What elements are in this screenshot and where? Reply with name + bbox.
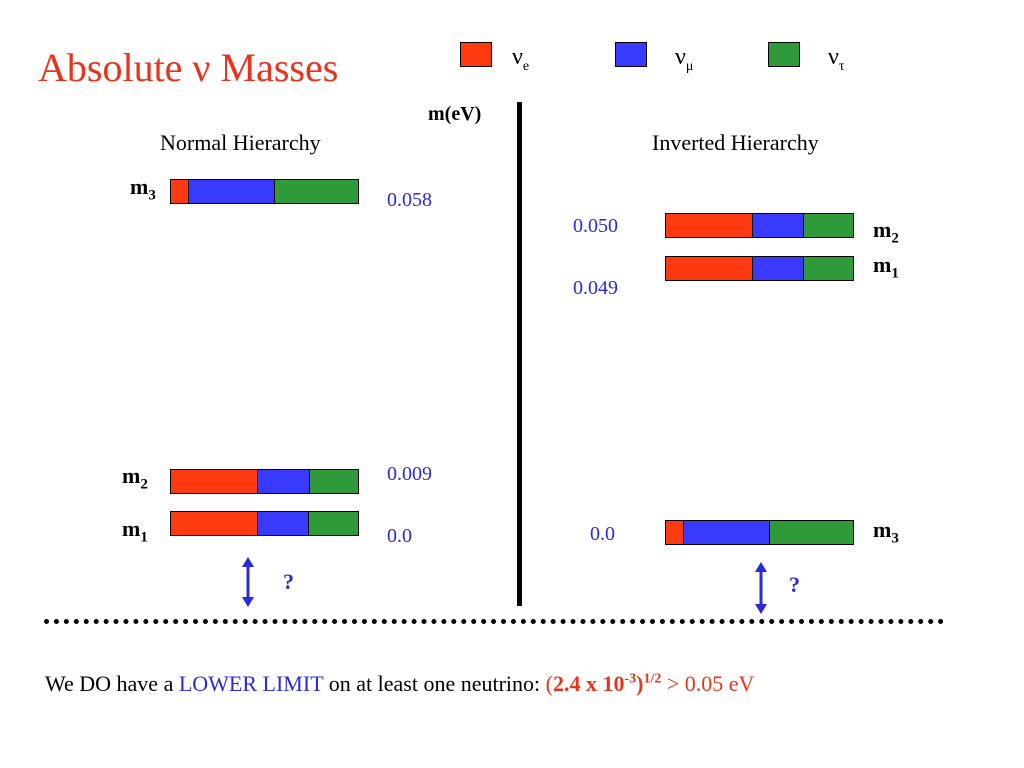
flavor-segment-nu-tau bbox=[802, 257, 853, 280]
hierarchy-divider bbox=[517, 102, 522, 606]
flavor-segment-nu-e bbox=[171, 512, 258, 535]
normal-m3-label: m3 bbox=[130, 174, 156, 204]
flavor-segment-nu-e bbox=[171, 470, 258, 493]
normal-m2-value: 0.009 bbox=[387, 463, 432, 485]
normal-question-mark: ? bbox=[283, 569, 294, 594]
flavor-segment-nu-mu bbox=[257, 470, 310, 493]
flavor-segment-nu-mu bbox=[187, 180, 274, 203]
lower-limit-statement: We DO have a LOWER LIMIT on at least one… bbox=[45, 671, 754, 697]
normal-hierarchy-heading: Normal Hierarchy bbox=[160, 130, 321, 155]
flavor-segment-nu-e bbox=[666, 257, 753, 280]
flavor-segment-nu-mu bbox=[257, 512, 308, 535]
flavor-segment-nu-e bbox=[171, 180, 188, 203]
flavor-segment-nu-e bbox=[666, 214, 753, 237]
normal-m1-label: m1 bbox=[122, 516, 148, 546]
inverted-m2-bar bbox=[665, 213, 854, 238]
statement-highlight: LOWER LIMIT bbox=[178, 671, 324, 696]
flavor-segment-nu-e bbox=[666, 521, 683, 544]
normal-m1-value: 0.0 bbox=[387, 525, 412, 547]
statement-middle: on at least one neutrino: bbox=[323, 671, 546, 696]
statement-prefix: We DO have a bbox=[45, 671, 179, 696]
legend-swatch-nu-mu bbox=[615, 42, 647, 67]
inverted-m2-label: m2 bbox=[873, 217, 899, 247]
slide-title: Absolute ν Masses bbox=[38, 45, 339, 90]
inverted-hierarchy-heading: Inverted Hierarchy bbox=[652, 130, 819, 155]
normal-unknown-scale-arrow bbox=[242, 557, 254, 607]
inverted-m1-label: m1 bbox=[873, 252, 899, 282]
inverted-question-mark: ? bbox=[789, 572, 800, 597]
legend-swatch-nu-tau bbox=[768, 42, 800, 67]
flavor-segment-nu-tau bbox=[802, 214, 853, 237]
flavor-segment-nu-tau bbox=[768, 521, 853, 544]
inverted-m2-value: 0.050 bbox=[573, 215, 618, 237]
flavor-segment-nu-tau bbox=[273, 180, 358, 203]
legend-label-nu-mu: νμ bbox=[675, 44, 694, 74]
inverted-m3-label: m3 bbox=[873, 517, 899, 547]
normal-m2-bar bbox=[170, 469, 359, 494]
lower-limit-formula: (2.4 x 10-3)1/2 > 0.05 eV bbox=[545, 671, 755, 696]
inverted-m1-bar bbox=[665, 256, 854, 281]
normal-m2-label: m2 bbox=[122, 463, 148, 493]
normal-m3-value: 0.058 bbox=[387, 189, 432, 211]
legend-label-nu-tau: ντ bbox=[828, 44, 845, 74]
inverted-m3-value: 0.0 bbox=[590, 523, 615, 545]
inverted-m3-bar bbox=[665, 520, 854, 545]
flavor-segment-nu-tau bbox=[309, 470, 358, 493]
flavor-segment-nu-tau bbox=[307, 512, 358, 535]
legend-label-nu-e: νe bbox=[512, 44, 530, 74]
flavor-segment-nu-mu bbox=[752, 257, 803, 280]
normal-m3-bar bbox=[170, 179, 359, 204]
dotted-separator bbox=[44, 619, 944, 624]
inverted-unknown-scale-arrow bbox=[755, 562, 767, 614]
flavor-segment-nu-mu bbox=[752, 214, 803, 237]
legend-swatch-nu-e bbox=[460, 42, 492, 67]
normal-m1-bar bbox=[170, 511, 359, 536]
axis-label: m(eV) bbox=[428, 103, 482, 125]
flavor-segment-nu-mu bbox=[682, 521, 769, 544]
inverted-m1-value: 0.049 bbox=[573, 277, 618, 299]
